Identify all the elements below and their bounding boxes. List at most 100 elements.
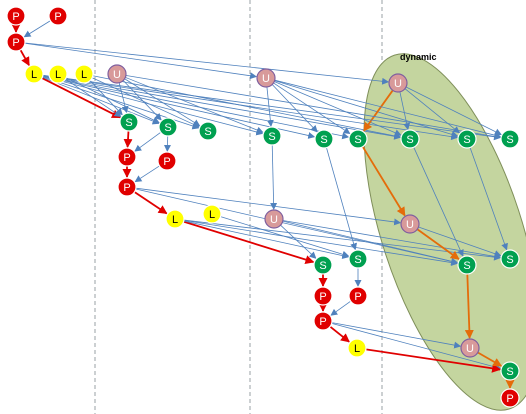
u-node: U xyxy=(107,64,127,84)
p-node: P xyxy=(157,151,177,171)
s-node: S xyxy=(119,112,139,132)
l-node: L xyxy=(74,64,94,84)
p-node-circle xyxy=(6,6,26,26)
s-node-circle xyxy=(457,129,477,149)
blue-edge xyxy=(274,79,502,139)
s-node-letter: S xyxy=(354,134,361,146)
p-node-circle xyxy=(313,311,333,331)
blue-edge xyxy=(134,131,161,152)
p-node-circle xyxy=(117,147,137,167)
s-node-circle xyxy=(314,129,334,149)
orange-edge xyxy=(361,146,406,217)
orange-edge xyxy=(464,273,474,340)
u-node-circle xyxy=(256,68,276,88)
blue-edge xyxy=(118,82,129,114)
p-node-letter: P xyxy=(354,291,361,303)
s-node-letter: S xyxy=(125,117,132,129)
s-node-letter: S xyxy=(354,254,361,266)
p-node: P xyxy=(48,6,68,26)
s-node-letter: S xyxy=(268,131,275,143)
blue-edge xyxy=(280,224,317,259)
s-node-letter: S xyxy=(463,134,470,146)
blue-edge xyxy=(92,77,200,128)
s-node: S xyxy=(500,129,520,149)
p-node: P xyxy=(313,286,333,306)
s-node-circle xyxy=(348,129,368,149)
p-node-letter: P xyxy=(12,11,19,23)
s-node-letter: S xyxy=(204,126,211,138)
l-node: L xyxy=(48,64,68,84)
s-node-circle xyxy=(500,249,520,269)
p-node-circle xyxy=(500,388,520,408)
blue-edge xyxy=(404,88,461,134)
orange-edge xyxy=(416,228,460,260)
s-node: S xyxy=(314,129,334,149)
p-node: P xyxy=(6,6,26,26)
p-node-circle xyxy=(117,177,137,197)
p-node-circle xyxy=(48,6,68,26)
red-edge xyxy=(19,49,30,67)
blue-edge xyxy=(282,220,502,260)
s-node: S xyxy=(262,126,282,146)
p-node: P xyxy=(313,311,333,331)
s-node-circle xyxy=(119,112,139,132)
blue-edge xyxy=(24,42,258,80)
blue-edge xyxy=(274,81,402,136)
l-node-circle xyxy=(347,338,367,358)
blue-edge xyxy=(42,74,502,141)
p-node-letter: P xyxy=(123,182,130,194)
s-node-circle xyxy=(500,129,520,149)
u-node-letter: U xyxy=(406,219,414,231)
s-node-letter: S xyxy=(164,122,171,134)
s-node-circle xyxy=(262,126,282,146)
p-node-circle xyxy=(6,32,26,52)
u-node: U xyxy=(460,338,480,358)
s-node-letter: S xyxy=(506,134,513,146)
p-node: P xyxy=(117,177,137,197)
red-edge xyxy=(365,348,502,373)
orange-edge xyxy=(363,89,394,132)
blue-edge xyxy=(271,84,318,133)
blue-edge xyxy=(183,220,459,266)
p-node: P xyxy=(6,32,26,52)
dynamic-region-label: dynamic xyxy=(400,52,437,62)
s-node-circle xyxy=(457,255,477,275)
red-edge xyxy=(41,77,121,119)
blue-edge xyxy=(124,78,201,127)
p-node: P xyxy=(500,388,520,408)
s-node-letter: S xyxy=(319,260,326,272)
blue-edge xyxy=(270,144,278,211)
s-node-letter: S xyxy=(406,134,413,146)
red-edge xyxy=(133,191,168,215)
u-node-letter: U xyxy=(262,73,270,85)
l-node-letter: L xyxy=(31,69,37,81)
blue-edge xyxy=(183,220,350,260)
s-node: S xyxy=(348,129,368,149)
u-node-letter: U xyxy=(466,343,474,355)
l-node-letter: L xyxy=(354,343,360,355)
l-node-circle xyxy=(24,64,44,84)
s-node-letter: S xyxy=(506,366,513,378)
s-node-letter: S xyxy=(320,134,327,146)
s-node: S xyxy=(400,129,420,149)
s-node-circle xyxy=(500,361,520,381)
blue-edge xyxy=(135,187,402,226)
p-node-circle xyxy=(157,151,177,171)
s-node-letter: S xyxy=(463,260,470,272)
nodes: P P P L L L U U U S S S S S S S S P P P L L U U S S S S P P P L U S P S xyxy=(6,6,520,408)
u-node-circle xyxy=(460,338,480,358)
s-node-circle xyxy=(400,129,420,149)
blue-edge xyxy=(326,147,358,251)
p-node-circle xyxy=(348,286,368,306)
l-node-letter: L xyxy=(209,209,215,221)
l-node: L xyxy=(202,204,222,224)
blue-edge xyxy=(273,82,351,135)
blue-edge xyxy=(266,86,274,128)
u-node: U xyxy=(264,209,284,229)
red-edge xyxy=(123,130,133,149)
blue-edge xyxy=(405,86,502,135)
p-node: P xyxy=(117,147,137,167)
p-node-letter: P xyxy=(319,291,326,303)
blue-edge xyxy=(125,75,502,140)
